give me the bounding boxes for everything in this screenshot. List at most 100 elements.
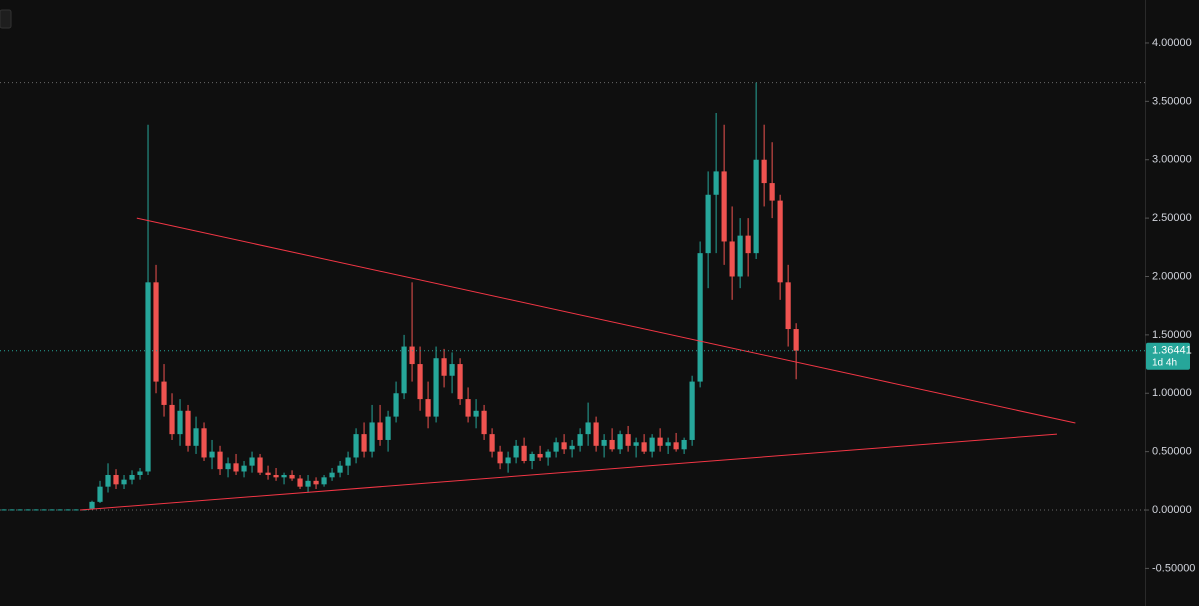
price-badge [1146,342,1190,370]
candle-body [209,451,215,458]
candle-body [793,329,799,351]
candle-body [441,358,447,376]
candle-body [129,474,135,480]
candle-body [449,364,455,376]
candle-body [313,480,319,485]
candle-body [321,477,327,485]
candle-body [409,346,415,365]
candle-body [153,282,159,382]
candle-body [537,453,543,458]
candle-body [305,480,311,487]
candle-body [393,393,399,417]
candle-body [401,346,407,394]
candle-body [577,434,583,446]
candle-body [705,194,711,254]
candle-body [281,474,287,478]
candle-body [777,200,783,283]
candle-body [737,235,743,277]
candle-body [633,442,639,446]
candle-body [697,253,703,382]
candle-body [137,471,143,475]
candle-body [73,509,79,511]
candle-body [169,404,175,435]
candle-body [657,437,663,446]
candle-body [457,364,463,400]
candle-body [753,159,759,254]
candle-body [217,451,223,470]
candle-body [729,241,735,277]
candle-body [769,183,775,201]
collapse-button[interactable] [0,9,12,29]
candle-body [89,501,95,509]
y-tick-label: 3.00000 [1152,154,1192,166]
candle-body [377,422,383,440]
candle-body [745,235,751,254]
candle-body [225,463,231,470]
candle-body [361,434,367,452]
candle-body [609,439,615,450]
countdown-label: 1d 4h [1152,357,1177,368]
y-tick-label: 3.50000 [1152,95,1192,107]
candle-body [465,399,471,417]
candle-body [561,442,567,450]
y-tick-label: 4.00000 [1152,37,1192,49]
y-tick-label: -0.50000 [1152,562,1195,574]
candle-body [249,457,255,466]
candle-body [529,453,535,461]
y-tick-label: 0.50000 [1152,446,1192,458]
candle-body [785,282,791,330]
candle-body [425,399,431,417]
candle-body [97,486,103,502]
candle-body [329,472,335,478]
candle-body [1,509,7,511]
candle-body [761,159,767,184]
y-tick-label: 2.00000 [1152,270,1192,282]
y-tick-label: 0.00000 [1152,504,1192,516]
candle-body [489,434,495,452]
candle-body [641,442,647,452]
candle-body [713,171,719,195]
candle-body [473,410,479,417]
candle-body [593,422,599,446]
candle-body [497,451,503,464]
candle-body [569,445,575,450]
candle-body [33,509,39,511]
candle-body [233,463,239,472]
candle-body [201,428,207,458]
candle-body [289,474,295,479]
candle-body [57,509,63,511]
candle-body [417,364,423,400]
candle-body [41,509,47,511]
candle-body [369,422,375,452]
candle-body [65,509,71,511]
candle-body [649,437,655,452]
y-tick-label: 1.00000 [1152,387,1192,399]
candle-body [265,472,271,475]
candle-body [25,509,31,511]
candle-body [625,434,631,446]
candle-body [553,442,559,452]
candle-body [145,282,151,472]
candle-body [17,509,23,511]
candle-body [689,381,695,440]
candle-body [665,442,671,446]
y-tick-label: 1.50000 [1152,329,1192,341]
candle-body [177,410,183,435]
candle-body [545,451,551,458]
candle-body [353,434,359,458]
candle-body [49,509,55,511]
candle-body [241,465,247,472]
candle-body [9,509,15,511]
candle-body [673,442,679,450]
candle-body [505,457,511,464]
trendline [79,433,1058,511]
candle-body [297,478,303,487]
candle-body [121,479,127,485]
candle-body [601,439,607,446]
candle-body [161,381,167,405]
candle-body [681,439,687,450]
candle-body [585,422,591,435]
y-tick-label: 2.50000 [1152,212,1192,224]
